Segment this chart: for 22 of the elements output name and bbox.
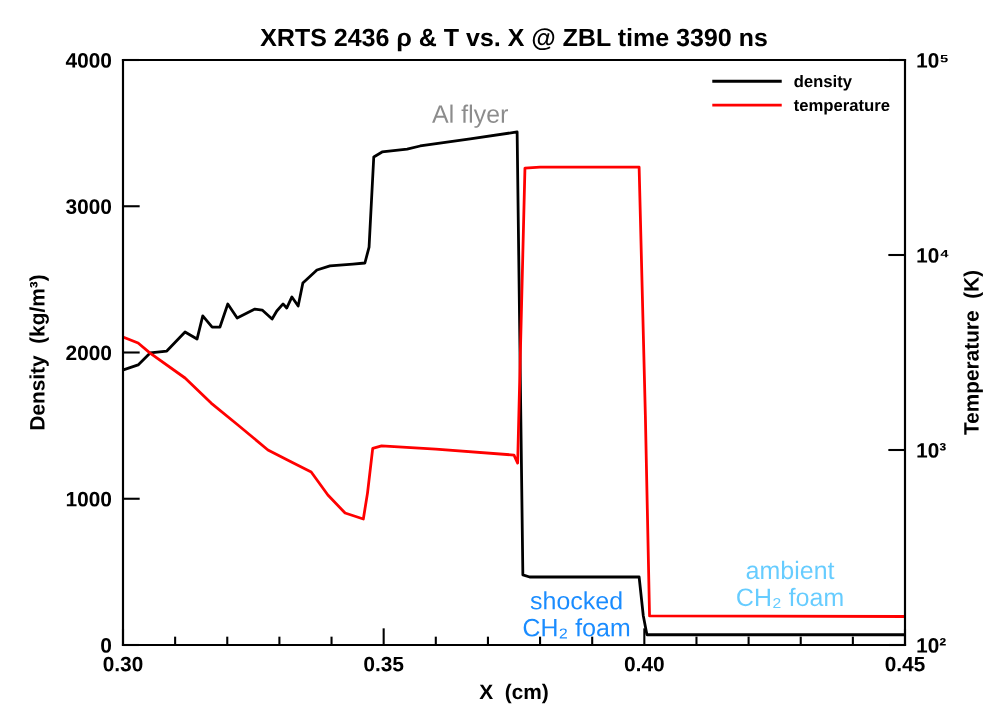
- legend-label: temperature: [793, 100, 890, 115]
- x-axis-title: X (cm): [479, 683, 548, 704]
- annotation: shocked CH₂ foam: [523, 591, 630, 639]
- y-axis-title: Density (kg/m³): [29, 275, 49, 430]
- y2-tick-label: 10³: [917, 443, 946, 458]
- chart-title: XRTS 2436 ρ & T vs. X @ ZBL time 3390 ns: [260, 27, 767, 52]
- y-tick-label: 3000: [66, 199, 112, 215]
- x-tick-label: 0.30: [103, 656, 143, 672]
- y2-tick-label: 10²: [917, 638, 946, 653]
- legend-label: density: [794, 75, 852, 91]
- y-tick-label: 0: [101, 638, 112, 653]
- x-tick-label: 0.35: [364, 656, 404, 672]
- x-tick-label: 0.45: [885, 656, 925, 672]
- y2-tick-label: 10⁵: [917, 53, 948, 68]
- y2-tick-label: 10⁴: [917, 248, 949, 263]
- annotation: ambient CH₂ foam: [737, 560, 843, 609]
- y2-axis-title: Temperature (K): [963, 270, 983, 435]
- y-tick-label: 4000: [65, 53, 112, 68]
- y-tick-label: 2000: [66, 345, 112, 361]
- x-tick-label: 0.40: [624, 656, 664, 672]
- y-tick-label: 1000: [66, 491, 112, 507]
- annotation: Al flyer: [432, 104, 508, 128]
